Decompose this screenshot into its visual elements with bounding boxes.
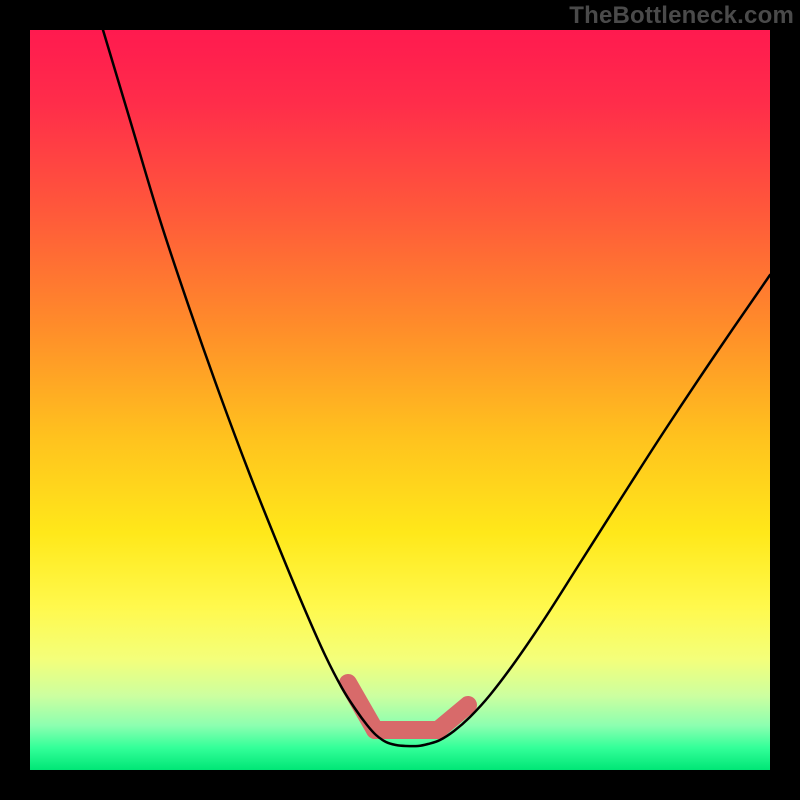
plot-background (30, 30, 770, 770)
chart-frame: TheBottleneck.com (0, 0, 800, 800)
chart-svg (0, 0, 800, 800)
watermark-text: TheBottleneck.com (569, 2, 794, 30)
